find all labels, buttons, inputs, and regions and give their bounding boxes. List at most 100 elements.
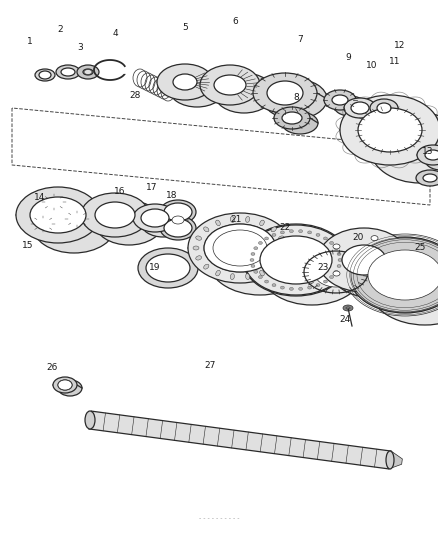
Ellipse shape xyxy=(343,98,375,118)
Ellipse shape xyxy=(377,104,405,122)
Ellipse shape xyxy=(39,221,47,227)
Ellipse shape xyxy=(84,69,92,75)
Text: 10: 10 xyxy=(365,61,377,69)
Ellipse shape xyxy=(424,150,438,170)
Ellipse shape xyxy=(278,236,283,240)
Ellipse shape xyxy=(367,250,438,300)
Text: 28: 28 xyxy=(129,91,140,100)
Ellipse shape xyxy=(83,69,93,75)
Ellipse shape xyxy=(337,259,341,262)
Ellipse shape xyxy=(212,230,266,266)
Ellipse shape xyxy=(251,264,254,268)
Text: 24: 24 xyxy=(339,316,350,325)
Ellipse shape xyxy=(195,256,201,260)
Ellipse shape xyxy=(369,99,397,117)
Text: 17: 17 xyxy=(146,183,157,192)
Text: 22: 22 xyxy=(279,223,290,232)
Ellipse shape xyxy=(317,228,409,292)
Text: 21: 21 xyxy=(230,215,241,224)
Text: 18: 18 xyxy=(166,191,177,200)
Ellipse shape xyxy=(289,230,293,233)
Ellipse shape xyxy=(307,231,311,234)
Ellipse shape xyxy=(253,247,257,249)
Ellipse shape xyxy=(213,75,245,95)
Ellipse shape xyxy=(39,71,51,79)
Text: 15: 15 xyxy=(22,240,34,249)
Ellipse shape xyxy=(264,280,268,283)
Ellipse shape xyxy=(258,241,262,245)
Text: 2: 2 xyxy=(57,26,63,35)
Ellipse shape xyxy=(164,219,191,237)
Ellipse shape xyxy=(56,65,80,79)
Ellipse shape xyxy=(332,271,339,276)
Ellipse shape xyxy=(368,249,438,325)
Ellipse shape xyxy=(85,411,95,429)
Ellipse shape xyxy=(141,209,169,227)
Text: 23: 23 xyxy=(317,263,328,272)
Ellipse shape xyxy=(264,237,268,240)
Ellipse shape xyxy=(329,276,333,279)
Ellipse shape xyxy=(245,273,249,279)
Ellipse shape xyxy=(16,187,100,243)
Text: 11: 11 xyxy=(389,58,400,67)
Ellipse shape xyxy=(350,102,368,114)
Ellipse shape xyxy=(164,203,191,221)
Ellipse shape xyxy=(251,253,254,255)
Ellipse shape xyxy=(68,213,86,225)
Ellipse shape xyxy=(195,236,201,240)
Text: 3: 3 xyxy=(77,44,83,52)
Ellipse shape xyxy=(203,227,208,232)
Ellipse shape xyxy=(339,95,438,165)
Ellipse shape xyxy=(200,65,259,105)
Ellipse shape xyxy=(348,237,438,313)
Text: - - - - - - - - - -: - - - - - - - - - - xyxy=(198,516,239,521)
Text: 20: 20 xyxy=(352,233,363,243)
Ellipse shape xyxy=(350,238,438,312)
Text: 27: 27 xyxy=(204,360,215,369)
Ellipse shape xyxy=(349,102,381,122)
Text: 1: 1 xyxy=(27,37,33,46)
Ellipse shape xyxy=(281,112,317,134)
Ellipse shape xyxy=(327,234,419,298)
Ellipse shape xyxy=(298,230,302,233)
Ellipse shape xyxy=(215,270,220,276)
Ellipse shape xyxy=(157,64,212,100)
Ellipse shape xyxy=(138,248,198,288)
Ellipse shape xyxy=(32,197,116,253)
Ellipse shape xyxy=(61,68,75,76)
Ellipse shape xyxy=(415,170,438,186)
Ellipse shape xyxy=(341,245,385,275)
Ellipse shape xyxy=(35,69,55,81)
Ellipse shape xyxy=(58,380,72,390)
Ellipse shape xyxy=(289,287,293,290)
Ellipse shape xyxy=(73,216,81,222)
Ellipse shape xyxy=(280,246,286,250)
Ellipse shape xyxy=(53,377,77,393)
Ellipse shape xyxy=(258,276,262,279)
Ellipse shape xyxy=(298,287,302,290)
Text: 8: 8 xyxy=(293,93,298,102)
Ellipse shape xyxy=(394,257,401,262)
Text: 9: 9 xyxy=(344,53,350,62)
Ellipse shape xyxy=(345,307,349,309)
Ellipse shape xyxy=(333,96,365,116)
Ellipse shape xyxy=(262,79,326,119)
Ellipse shape xyxy=(357,108,421,152)
Ellipse shape xyxy=(323,237,327,240)
Ellipse shape xyxy=(133,204,177,232)
Ellipse shape xyxy=(278,256,283,260)
Text: 6: 6 xyxy=(232,18,237,27)
Ellipse shape xyxy=(259,270,264,276)
Ellipse shape xyxy=(168,213,187,227)
Ellipse shape xyxy=(336,253,340,255)
Ellipse shape xyxy=(213,73,273,113)
Ellipse shape xyxy=(58,380,72,390)
Ellipse shape xyxy=(266,81,302,105)
Ellipse shape xyxy=(208,225,311,295)
Text: 12: 12 xyxy=(393,41,405,50)
Ellipse shape xyxy=(342,305,352,311)
Ellipse shape xyxy=(307,286,311,289)
Ellipse shape xyxy=(370,236,377,240)
Text: 19: 19 xyxy=(149,263,160,272)
Text: 7: 7 xyxy=(297,36,302,44)
